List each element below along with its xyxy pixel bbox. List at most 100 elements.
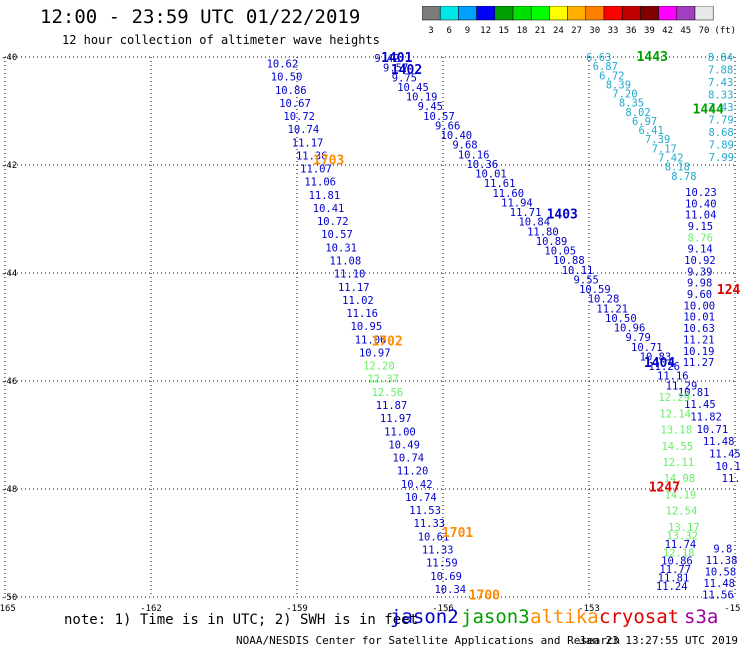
wave-height-value: 11.56	[702, 589, 734, 601]
wave-height-value: 10.59	[579, 284, 611, 296]
wave-height-value: 11.29	[666, 380, 698, 392]
lon-label: -162	[140, 604, 162, 612]
wave-height-value: 7.39	[645, 134, 670, 146]
wave-height-value: 9.39	[687, 266, 712, 278]
wave-height-value: 6.87	[593, 61, 618, 73]
colorbar-tick-label: 27	[571, 26, 582, 36]
wave-height-value: 11.24	[656, 581, 688, 593]
wave-height-value: 7.43	[708, 102, 733, 114]
pass-number-label: 1700	[469, 588, 500, 603]
wave-height-value: 10.72	[317, 216, 349, 228]
wave-height-value: 10.41	[313, 203, 345, 215]
pass-number-label: 1402	[391, 63, 422, 78]
wave-height-value: 11.02	[342, 295, 374, 307]
wave-height-value: 7.88	[708, 64, 733, 76]
legend-jason3: jason3	[461, 606, 530, 628]
wave-height-value: 10.58	[705, 566, 737, 578]
wave-height-value: 10.86	[661, 556, 693, 568]
colorbar-swatch	[694, 6, 714, 21]
wave-height-value: 10.95	[351, 321, 383, 333]
wave-height-value: 11.06	[355, 334, 387, 346]
colorbar-tick-label: 15	[498, 26, 509, 36]
wave-height-value: 12.37	[367, 374, 399, 386]
wave-height-value: 10.92	[684, 255, 716, 267]
wave-height-value: 11.36	[296, 150, 328, 162]
wave-height-value: 11.53	[409, 505, 441, 517]
wave-height-value: 10.36	[466, 159, 498, 171]
wave-height-value: 11.16	[346, 308, 378, 320]
wave-height-value: 10.81	[678, 387, 710, 399]
wave-height-value: 10.74	[288, 124, 320, 136]
wave-height-value: 11.48	[703, 436, 735, 448]
colorbar-tick-label: 70	[699, 26, 710, 36]
wave-height-value: 10.45	[397, 82, 429, 94]
legend-s3a: s3a	[684, 606, 719, 628]
colorbar-tick-label: 21	[535, 26, 546, 36]
wave-height-value: 11.06	[304, 177, 336, 189]
wave-height-value: 11.07	[300, 164, 332, 176]
wave-height-value: 11.21	[683, 334, 715, 346]
colorbar-tick-label: 42	[662, 26, 673, 36]
wave-height-value: 11.82	[690, 411, 722, 423]
wave-height-value: 6.63	[586, 52, 611, 64]
colorbar-tick-label: (ft)	[714, 26, 736, 36]
pass-number-label: 1703	[313, 154, 344, 169]
wave-height-value: 11.94	[501, 197, 533, 209]
wave-height-value: 10.86	[275, 85, 307, 97]
lat-label: -40	[1, 53, 17, 63]
wave-height-value: 10.83	[640, 351, 672, 363]
wave-height-value: 9.98	[687, 278, 712, 290]
wave-height-value: 8.78	[671, 171, 696, 183]
wave-height-value: 12.56	[372, 387, 404, 399]
wave-height-value: 8.68	[708, 127, 733, 139]
wave-height-value: 11.61	[484, 178, 516, 190]
wave-height-value: 9.15	[688, 221, 713, 233]
wave-height-value: 10.50	[605, 313, 637, 325]
wave-height-value: 11.20	[397, 466, 429, 478]
wave-height-value: 11.81	[309, 190, 341, 202]
wave-height-value: 8.33	[708, 89, 733, 101]
wave-height-value: 11.71	[510, 207, 542, 219]
lat-label: -50	[1, 593, 17, 603]
wave-height-value: 11.26	[648, 361, 680, 373]
wave-height-value: 10.62	[267, 58, 299, 70]
wave-height-value: 11.33	[414, 518, 446, 530]
wave-height-value: 10.50	[271, 72, 303, 84]
wave-height-value: 12.18	[663, 547, 695, 559]
wave-height-value: 10.72	[283, 111, 315, 123]
wave-height-value: 11.08	[330, 256, 362, 268]
wave-height-value: 12.20	[363, 361, 395, 373]
wave-height-value: 9.57	[383, 63, 408, 75]
wave-height-value: 11.33	[422, 544, 454, 556]
wave-height-value: 9.75	[392, 72, 417, 84]
pass-number-label: 1444	[693, 102, 724, 117]
wave-height-value: 11.59	[426, 558, 458, 570]
wave-height-value: 12.14	[659, 408, 691, 420]
wave-height-value: 10.61	[418, 531, 450, 543]
wave-height-value: 7.20	[612, 89, 637, 101]
wave-height-value: 10.57	[321, 229, 353, 241]
pass-number-label: 1701	[442, 526, 473, 541]
colorbar-tick-label: 18	[517, 26, 528, 36]
wave-height-value: 11.38	[706, 555, 738, 567]
pass-number-label: 1401	[381, 51, 412, 66]
wave-height-value: 13.32	[666, 530, 698, 542]
wave-height-value: 10.11	[562, 265, 594, 277]
wave-height-value: 9.66	[435, 120, 460, 132]
legend-jason2: jason2	[390, 606, 459, 628]
colorbar-tick-label: 6	[446, 26, 451, 36]
wave-height-value: 6.97	[632, 116, 657, 128]
wave-height-value: 10.57	[423, 111, 455, 123]
wave-height-value: 7.79	[708, 114, 733, 126]
wave-height-value: 11.00	[384, 426, 416, 438]
lat-label: -42	[1, 161, 17, 171]
wave-height-value: 9.8	[713, 543, 732, 555]
wave-height-value: 12.29	[658, 392, 690, 404]
wave-height-value: 10.71	[631, 342, 663, 354]
lon-label: -165	[0, 604, 16, 612]
colorbar-tick-label: 45	[680, 26, 691, 36]
wave-height-value: 10.19	[406, 92, 438, 104]
wave-height-value: 11.09	[722, 473, 740, 485]
wave-height-value: 10.28	[588, 294, 620, 306]
wave-height-value: 13.18	[660, 425, 692, 437]
